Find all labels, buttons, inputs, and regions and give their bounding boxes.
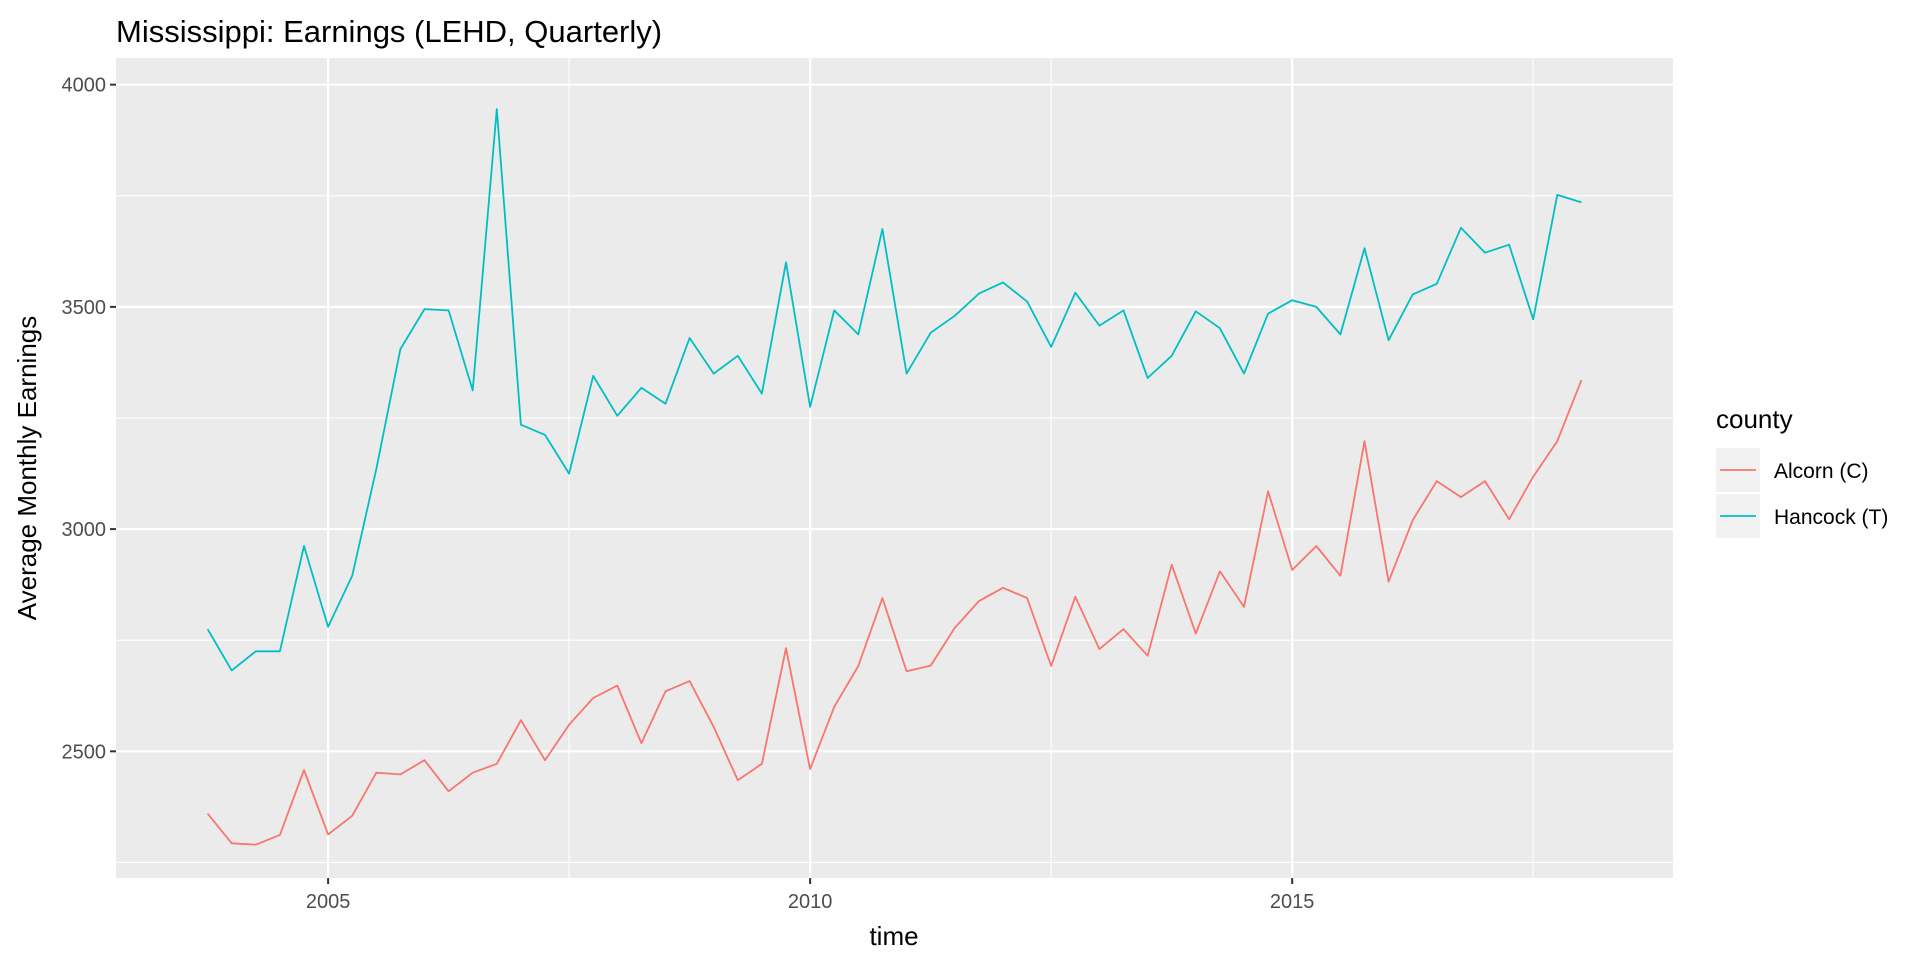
minor-gridlines: [116, 58, 1673, 878]
y-tick-label: 4000: [62, 75, 107, 97]
y-tick-label: 2500: [62, 741, 107, 763]
x-tick-label: 2010: [788, 891, 833, 913]
legend-label-alcorn: Alcorn (C): [1774, 460, 1869, 483]
series-line-alcorn: [206, 379, 1583, 846]
legend: county Alcorn (C) Hancock (T): [1716, 404, 1888, 538]
y-tick-label: 3000: [62, 519, 107, 541]
plot-panel: [116, 58, 1673, 878]
x-tick-label: 2005: [306, 891, 351, 913]
chart-title: Mississippi: Earnings (LEHD, Quarterly): [116, 14, 662, 49]
y-tick-label: 3500: [62, 297, 107, 319]
legend-title: county: [1716, 404, 1793, 434]
major-gridlines: [116, 58, 1673, 878]
legend-label-hancock: Hancock (T): [1774, 506, 1888, 529]
x-axis: 2005 2010 2015: [306, 878, 1315, 913]
x-tick-label: 2015: [1270, 891, 1315, 913]
series-lines: [206, 108, 1583, 846]
series-line-hancock: [206, 108, 1582, 672]
y-axis-title: Average Monthly Earnings: [12, 316, 42, 620]
y-axis: 2500 3000 3500 4000: [62, 75, 116, 763]
x-axis-title: time: [869, 921, 918, 951]
